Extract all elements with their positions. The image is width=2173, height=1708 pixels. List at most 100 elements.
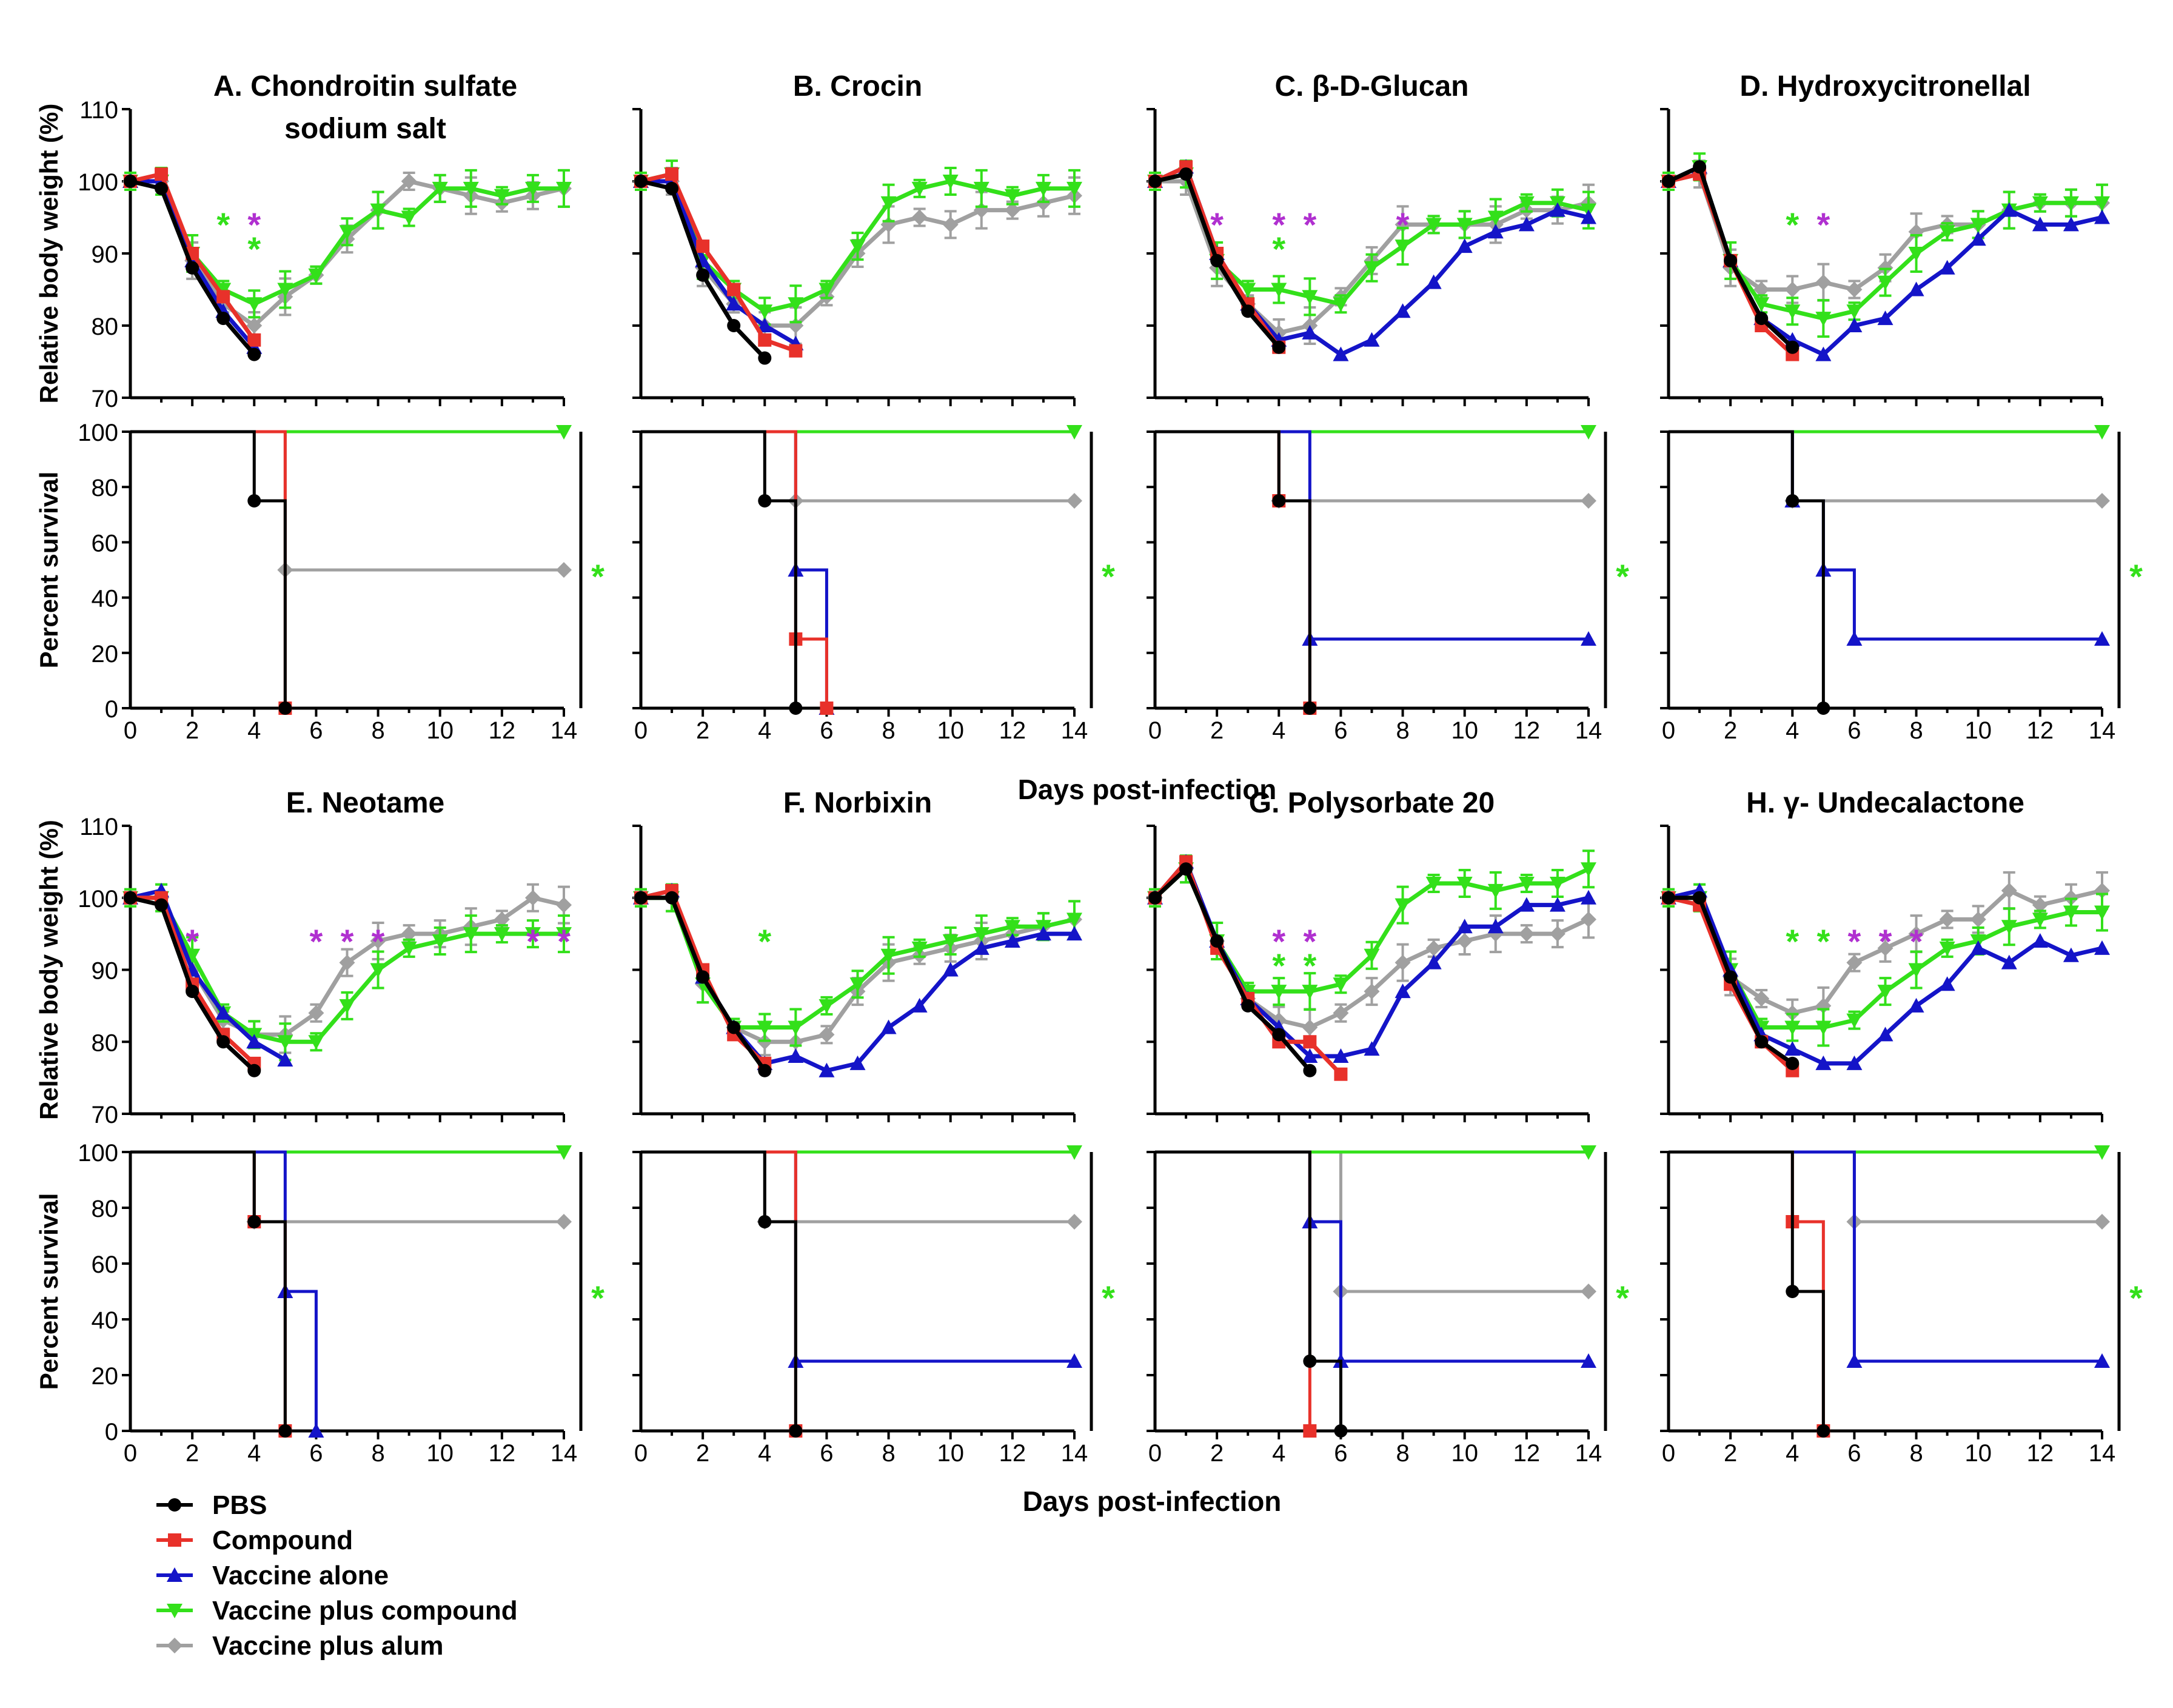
data-point	[1303, 1035, 1317, 1049]
x-tick-label: 4	[1786, 1440, 1799, 1467]
data-point	[1970, 231, 1986, 246]
legend-label: Vaccine plus alum	[212, 1631, 444, 1661]
data-point	[1518, 216, 1535, 232]
data-point	[1271, 283, 1287, 298]
data-point	[1753, 991, 1770, 1006]
survival-point	[789, 702, 803, 715]
panel-title: D. Hydroxycitronellal	[1739, 70, 2031, 102]
x-tick-label: 0	[1148, 1440, 1162, 1467]
x-tick-label: 12	[1513, 1440, 1541, 1467]
survival-point	[247, 1215, 261, 1228]
x-tick-label: 0	[1662, 717, 1675, 744]
data-point	[524, 181, 541, 196]
x-tick-label: 8	[371, 1440, 384, 1467]
data-point	[1456, 919, 1473, 934]
data-point	[1179, 167, 1193, 181]
y-tick-label: 60	[92, 530, 119, 557]
significance-mark: *	[1910, 922, 1923, 960]
significance-mark: *	[1303, 922, 1316, 960]
data-point	[819, 1026, 835, 1043]
data-point	[370, 963, 386, 978]
significance-mark: *	[1848, 922, 1861, 960]
y-tick-label: 0	[105, 696, 118, 723]
data-point	[308, 1005, 324, 1021]
data-point	[1487, 883, 1504, 899]
survival-point	[1066, 1353, 1082, 1368]
data-point	[1240, 283, 1256, 298]
data-point	[1755, 312, 1769, 326]
x-tick-label: 14	[551, 1440, 578, 1467]
x-tick-label: 4	[1786, 717, 1799, 744]
data-point	[880, 948, 897, 963]
data-point	[1815, 312, 1832, 327]
x-tick-label: 4	[758, 717, 771, 744]
data-point	[1549, 877, 1565, 891]
data-point	[911, 997, 928, 1013]
legend-marker	[168, 1533, 181, 1547]
significance-mark: *	[1303, 946, 1316, 985]
legend-marker	[167, 1638, 182, 1653]
data-point	[758, 351, 772, 365]
data-point	[1846, 281, 1863, 298]
significance-mark: *	[1879, 922, 1892, 960]
x-tick-label: 6	[309, 717, 323, 744]
x-tick-label: 2	[1724, 1440, 1737, 1467]
legend-marker	[167, 1604, 182, 1618]
survival-significance-mark: *	[591, 1279, 604, 1317]
x-tick-label: 10	[937, 1440, 964, 1467]
x-tick-label: 6	[1334, 1440, 1347, 1467]
data-point	[216, 1035, 230, 1049]
data-point	[184, 948, 201, 963]
data-point	[1908, 963, 1924, 978]
x-tick-label: 10	[1451, 1440, 1478, 1467]
data-point	[942, 962, 959, 977]
data-point	[1004, 189, 1020, 204]
legend-marker	[167, 1567, 182, 1582]
data-point	[1784, 304, 1801, 320]
survival-point	[1816, 1424, 1830, 1438]
survival-point	[2094, 1145, 2110, 1160]
y-tick-label: 100	[78, 1140, 118, 1167]
data-point	[665, 891, 679, 905]
x-tick-label: 0	[1662, 1440, 1675, 1467]
data-point	[370, 203, 386, 218]
data-point	[1425, 877, 1442, 891]
x-axis-label-top: Days post-infection	[1018, 774, 1277, 805]
data-point	[2063, 905, 2079, 920]
y-tick-label: 100	[78, 886, 118, 913]
legend-item: Vaccine plus alum	[156, 1631, 444, 1661]
survival-point	[1581, 631, 1596, 646]
data-point	[2032, 196, 2048, 211]
data-point	[1364, 948, 1380, 963]
data-point	[1004, 202, 1020, 218]
data-point	[1333, 1048, 1349, 1063]
series-pbs	[634, 175, 772, 365]
data-point	[1456, 877, 1473, 891]
y-tick-label: 80	[92, 475, 119, 501]
data-point	[727, 319, 741, 332]
y-tick-label: 80	[92, 313, 119, 340]
data-point	[339, 999, 355, 1014]
data-point	[247, 1063, 261, 1077]
data-point	[2001, 882, 2017, 899]
data-point	[973, 927, 989, 942]
x-tick-label: 2	[186, 717, 199, 744]
data-point	[1877, 310, 1893, 326]
data-point	[942, 934, 959, 949]
significance-mark: *	[372, 922, 385, 960]
data-point	[1364, 983, 1380, 1000]
survival-point	[758, 1215, 772, 1228]
data-point	[1456, 933, 1473, 949]
data-point	[1693, 160, 1707, 174]
data-point	[1846, 954, 1863, 971]
y-tick-label: 90	[92, 241, 119, 268]
data-point	[1815, 1020, 1832, 1036]
data-point	[155, 898, 169, 912]
data-point	[819, 283, 835, 298]
data-point	[2001, 202, 2017, 217]
panel-g: G. Polysorbate 20****0 2 4 6 8 10 12 14*	[1147, 787, 1629, 1467]
data-point	[911, 209, 928, 226]
data-point	[1210, 934, 1224, 948]
data-point	[2001, 920, 2017, 935]
